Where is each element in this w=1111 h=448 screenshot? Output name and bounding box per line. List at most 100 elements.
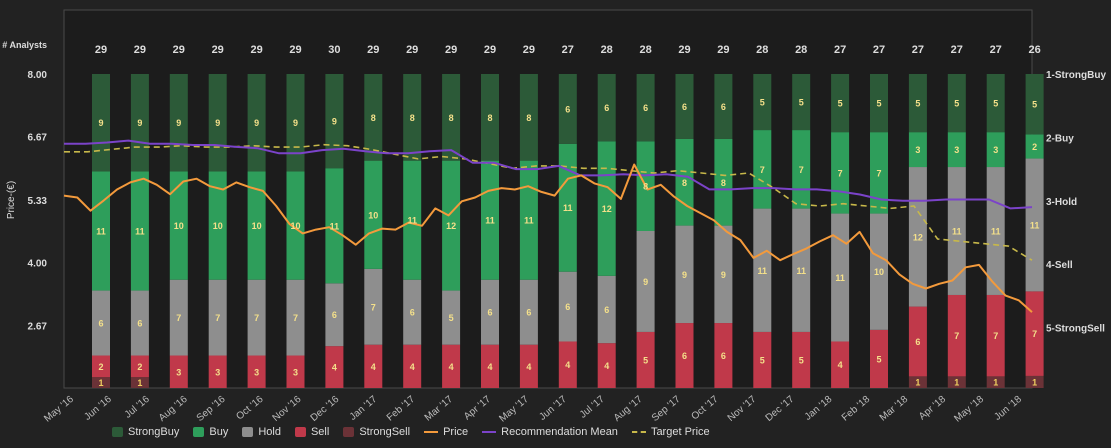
- bar-strongbuy: [364, 74, 383, 161]
- analyst-count: 28: [756, 44, 768, 56]
- legend-label: Buy: [209, 426, 229, 438]
- bar-label-buy: 11: [96, 227, 106, 237]
- bar-label-buy: 10: [252, 221, 262, 231]
- analyst-count: 27: [834, 44, 846, 56]
- bar-strongbuy: [908, 74, 927, 133]
- bar-label-sell: 5: [799, 355, 804, 365]
- bar-hold: [908, 167, 927, 307]
- legend-item[interactable]: Target Price: [631, 426, 710, 438]
- analyst-count: 29: [406, 44, 418, 56]
- analyst-count: 29: [289, 44, 301, 56]
- legend-item[interactable]: StrongSell: [343, 426, 410, 438]
- analyst-count: 28: [601, 44, 613, 56]
- bar-label-strongbuy: 5: [1032, 100, 1037, 110]
- bar-sell: [986, 294, 1005, 377]
- bar-buy: [403, 160, 422, 280]
- bar-buy: [247, 171, 266, 280]
- bar-label-sell: 3: [293, 367, 298, 377]
- analyst-count: 29: [523, 44, 535, 56]
- y-tick-label: 5.33: [28, 196, 48, 207]
- bar-label-hold: 10: [874, 267, 884, 277]
- bar-buy: [986, 132, 1005, 168]
- target-price-line: [64, 143, 1033, 261]
- bar-hold: [247, 279, 266, 356]
- bar-label-strongbuy: 8: [371, 113, 376, 123]
- legend-item[interactable]: Buy: [193, 426, 228, 438]
- bar-sell: [403, 344, 422, 388]
- legend-swatch: [242, 427, 254, 437]
- bar-label-hold: 6: [604, 305, 609, 315]
- bar-sell: [831, 341, 850, 388]
- bar-strongsell: [908, 376, 927, 388]
- analyst-count: 30: [328, 44, 340, 56]
- bar-strongbuy: [792, 74, 811, 131]
- legend-label: Sell: [310, 426, 330, 438]
- bar-label-sell: 4: [565, 360, 570, 370]
- bar-sell: [247, 355, 266, 388]
- bar-label-sell: 4: [332, 363, 337, 373]
- bar-buy: [92, 171, 110, 291]
- bar-sell: [519, 344, 538, 388]
- bar-strongbuy: [519, 74, 538, 161]
- bar-label-hold: 11: [796, 266, 806, 276]
- bar-label-strongbuy: 8: [449, 113, 454, 123]
- bar-label-sell: 3: [254, 367, 259, 377]
- bar-buy: [714, 138, 733, 226]
- analyst-count: 27: [912, 44, 924, 56]
- bar-label-strongbuy: 5: [915, 99, 920, 109]
- legend-item[interactable]: StrongBuy: [112, 426, 179, 438]
- legend-item[interactable]: Recommendation Mean: [482, 426, 618, 438]
- bar-sell: [597, 343, 616, 388]
- analyst-count: 29: [367, 44, 379, 56]
- bar-buy: [947, 132, 966, 168]
- bar-hold: [558, 271, 577, 342]
- bar-label-sell: 3: [176, 367, 181, 377]
- bar-label-sell: 3: [215, 367, 220, 377]
- analyst-count: 29: [250, 44, 262, 56]
- bar-buy: [364, 160, 383, 269]
- bar-label-sell: 4: [487, 362, 492, 372]
- bar-sell: [325, 346, 344, 388]
- x-tick-label: Sep '17: [650, 394, 683, 424]
- bar-hold: [831, 213, 850, 342]
- bar-label-buy: 11: [563, 203, 573, 213]
- bar-strongbuy: [481, 74, 499, 161]
- bar-buy: [908, 132, 927, 168]
- analyst-count: 29: [212, 44, 224, 56]
- analyst-count: 27: [990, 44, 1002, 56]
- bar-label-sell: 6: [721, 351, 726, 361]
- bar-label-sell: 4: [604, 361, 609, 371]
- x-tick-label: Feb '18: [840, 394, 873, 424]
- bar-hold: [597, 275, 616, 344]
- bar-label-hold: 6: [137, 319, 142, 329]
- bar-label-strongbuy: 8: [526, 113, 531, 123]
- legend-item[interactable]: Hold: [242, 426, 281, 438]
- bar-hold: [675, 225, 694, 324]
- legend-item[interactable]: Price: [424, 426, 468, 438]
- bar-strongbuy: [831, 74, 850, 133]
- bar-label-buy: 7: [760, 165, 765, 175]
- bar-label-sell: 4: [526, 362, 531, 372]
- bar-label-strongbuy: 9: [254, 118, 259, 128]
- bar-label-strongbuy: 5: [993, 99, 998, 109]
- legend-swatch: [424, 431, 439, 433]
- bar-sell: [908, 306, 927, 377]
- right-axis-tick-label: 1-StrongBuy: [1046, 70, 1106, 81]
- bar-label-buy: 3: [954, 145, 959, 155]
- bar-hold: [92, 290, 110, 356]
- bar-sell: [870, 329, 888, 388]
- x-tick-label: Aug '17: [612, 394, 645, 424]
- bar-label-buy: 8: [682, 178, 687, 188]
- x-tick-label: Jan '17: [348, 394, 380, 423]
- bar-label-buy: 7: [838, 168, 843, 178]
- bar-label-hold: 12: [913, 232, 923, 242]
- y-tick-label: 8.00: [28, 70, 48, 81]
- bar-label-sell: 7: [954, 331, 959, 341]
- bar-buy: [325, 168, 344, 284]
- bar-strongbuy: [597, 74, 616, 142]
- bar-strongbuy: [169, 74, 188, 172]
- legend-item[interactable]: Sell: [294, 426, 330, 438]
- bar-buy: [169, 171, 188, 280]
- bar-label-strongbuy: 8: [487, 113, 492, 123]
- bar-buy: [870, 132, 888, 214]
